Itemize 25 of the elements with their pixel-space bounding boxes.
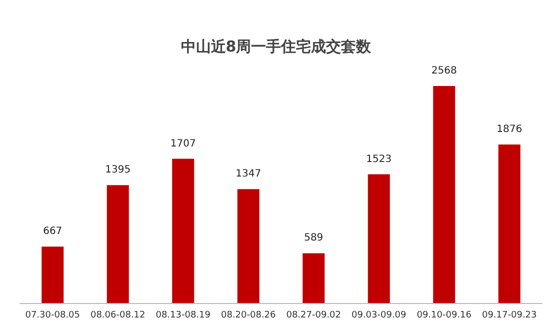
data-label: 1876 (496, 124, 522, 135)
data-label: 1523 (366, 154, 392, 165)
data-label: 1707 (170, 138, 196, 150)
bar (106, 185, 129, 303)
x-tick-label: 07.30-08.05 (25, 310, 80, 320)
x-tick-label: 09.17-09.23 (482, 310, 537, 320)
x-tick-label: 08.27-09.02 (286, 310, 342, 320)
bar (42, 246, 64, 303)
data-label: 667 (43, 226, 62, 238)
data-label: 1395 (105, 164, 131, 176)
x-tick-label: 08.06-08.12 (90, 310, 146, 320)
bar (433, 86, 456, 303)
bar (237, 189, 260, 303)
bar (368, 174, 390, 303)
bar (172, 158, 194, 303)
chart-title: 中山近8周一手住宅成交套数 (180, 38, 372, 56)
data-label: 1347 (236, 168, 262, 180)
bar (302, 253, 325, 303)
bar (498, 144, 520, 303)
x-tick-label: 09.10-09.16 (416, 310, 472, 320)
x-tick-label: 09.03-09.09 (351, 310, 407, 320)
x-tick-label: 08.13-08.19 (156, 310, 211, 320)
x-tick-label: 08.20-08.26 (220, 310, 276, 320)
data-label: 2568 (431, 66, 457, 76)
data-label: 589 (304, 232, 324, 244)
